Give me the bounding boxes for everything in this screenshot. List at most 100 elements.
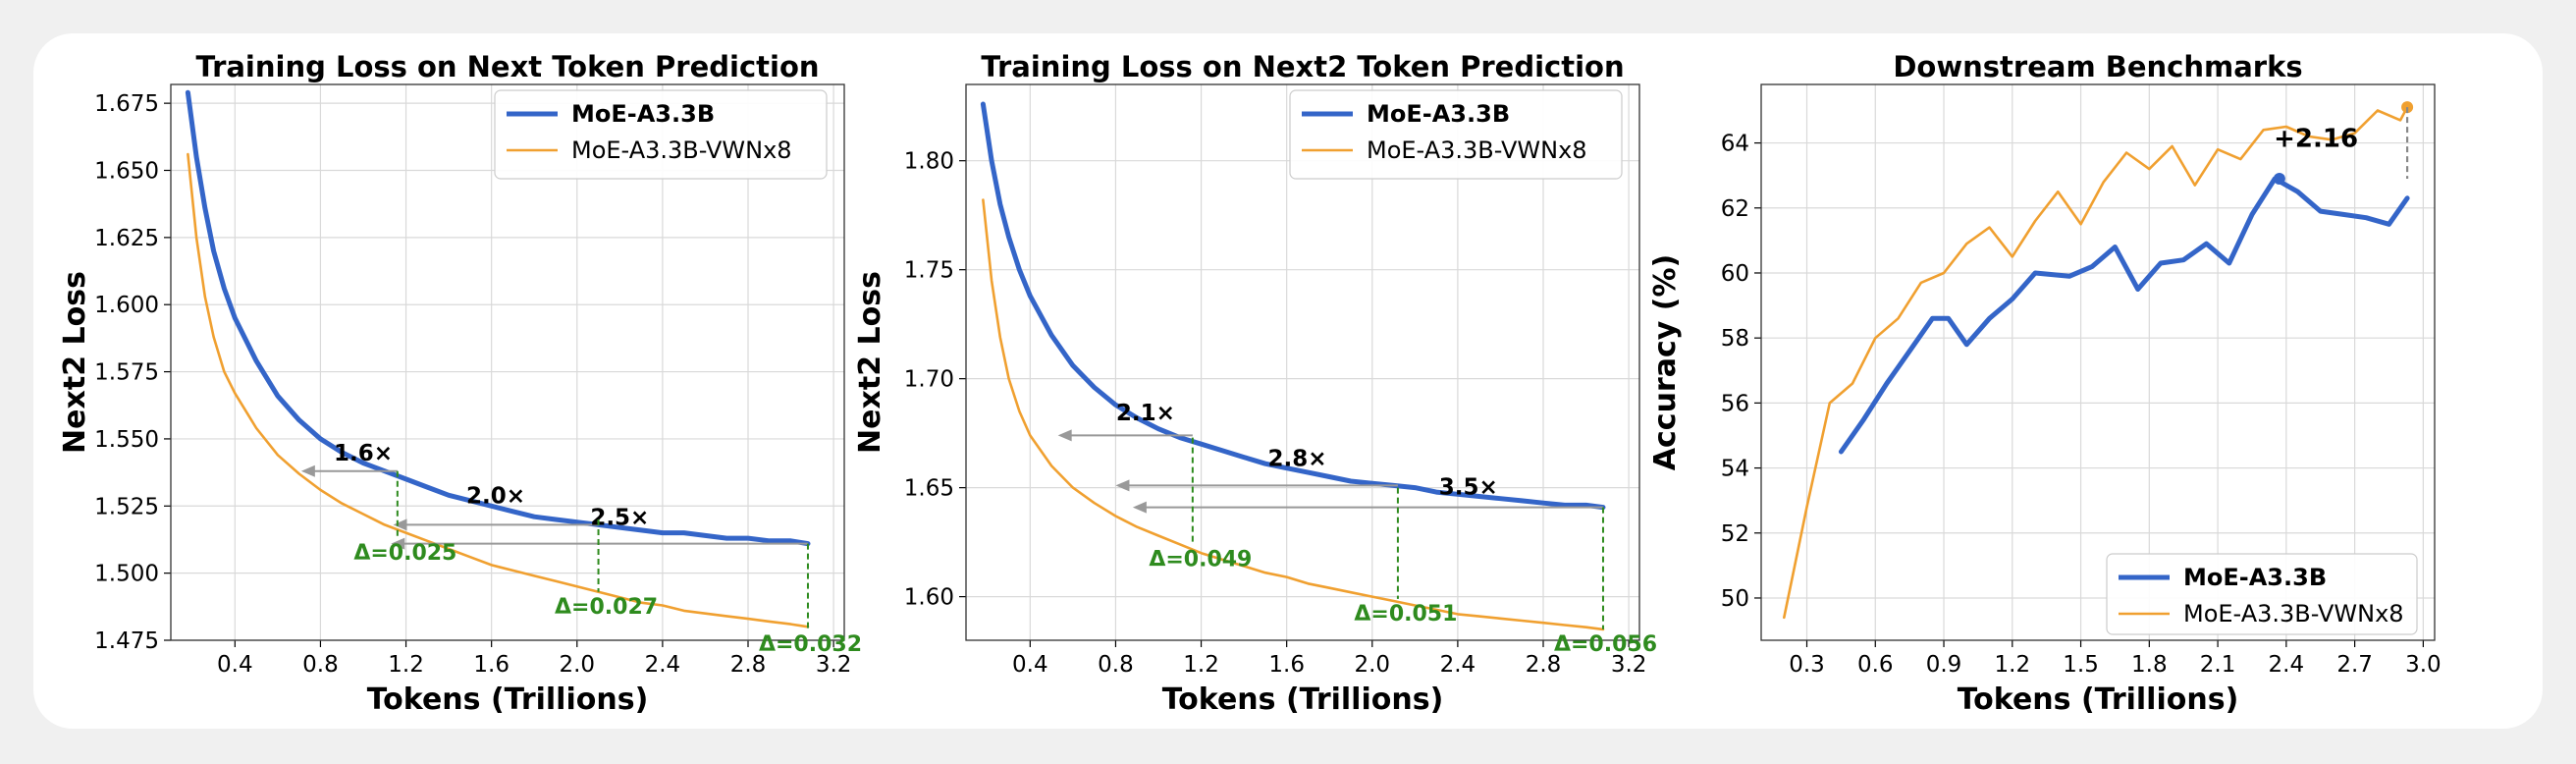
y-tick-label: 1.650 — [94, 158, 159, 184]
y-tick-label: 64 — [1721, 132, 1749, 157]
x-tick-label: 2.8 — [730, 652, 767, 678]
arrowhead — [1115, 479, 1130, 492]
x-tick-label: 2.1 — [2200, 652, 2236, 678]
series-line-moe-a3-3b — [1838, 176, 2410, 455]
y-tick-label: 1.60 — [904, 585, 954, 611]
y-tick-label: 1.550 — [94, 427, 159, 453]
delta-label: Δ=0.056 — [1554, 632, 1657, 657]
x-axis-label: Tokens (Trillions) — [1958, 682, 2239, 717]
y-tick-label: 1.600 — [94, 293, 159, 318]
speedup-label: 2.1× — [1116, 401, 1175, 426]
y-tick-label: 1.625 — [94, 226, 159, 251]
x-tick-label: 2.0 — [559, 652, 595, 678]
y-tick-label: 1.75 — [904, 258, 954, 284]
chart-panel-3: 0.3 0.6 0.9 1.2 1.5 1.8 2.1 2.4 2.7 3.0 50 52 54 56 58… — [1648, 50, 2442, 717]
arrowhead — [1057, 429, 1072, 442]
legend: MoE-A3.3B MoE-A3.3B-VWNx8 — [2106, 553, 2418, 635]
chart-panel-1: 0.4 0.8 1.2 1.6 2.0 2.4 2.8 3.2 1.475 1.500 1.525 1… — [58, 50, 862, 717]
gain-label: +2.16 — [2274, 125, 2358, 154]
y-tick-label: 52 — [1721, 521, 1749, 547]
legend-entry: MoE-A3.3B-VWNx8 — [571, 136, 792, 164]
y-axis-label: Next2 Loss — [853, 271, 887, 454]
series-line-moe-a3-3b-vwnx8 — [187, 152, 810, 628]
x-tick-label: 3.0 — [2405, 652, 2442, 678]
delta-label: Δ=0.051 — [1354, 602, 1457, 627]
speedup-label: 1.6× — [334, 441, 393, 466]
series-line-moe-a3-3b-vwnx8 — [1783, 105, 2409, 620]
speedup-label: 2.5× — [590, 505, 649, 530]
x-tick-label: 1.2 — [1183, 652, 1219, 678]
y-tick-label: 1.525 — [94, 494, 159, 519]
x-tick-label: 0.6 — [1857, 652, 1894, 678]
highlight-point — [2273, 172, 2285, 185]
x-axis-label: Tokens (Trillions) — [367, 682, 649, 717]
speedup-label: 3.5× — [1439, 474, 1498, 500]
x-tick-label: 2.4 — [645, 652, 681, 678]
legend-entry: MoE-A3.3B — [2183, 564, 2327, 591]
legend-box — [2106, 553, 2418, 635]
legend-entry: MoE-A3.3B-VWNx8 — [1367, 136, 1587, 164]
delta-label: Δ=0.049 — [1149, 547, 1252, 572]
x-tick-label: 0.3 — [1789, 652, 1825, 678]
y-tick-label: 58 — [1721, 326, 1749, 352]
y-axis-label: Next2 Loss — [58, 271, 92, 454]
x-tick-label: 1.8 — [2131, 652, 2168, 678]
legend-entry: MoE-A3.3B — [1367, 100, 1510, 128]
x-tick-label: 0.4 — [1012, 652, 1048, 678]
legend: MoE-A3.3B MoE-A3.3B-VWNx8 — [1289, 89, 1623, 180]
legend-box — [1289, 89, 1623, 180]
x-tick-label: 0.9 — [1926, 652, 1962, 678]
plot-frame — [170, 83, 845, 641]
chart-title: Training Loss on Next2 Token Prediction — [981, 50, 1624, 83]
legend-entry: MoE-A3.3B — [571, 100, 715, 128]
y-tick-label: 1.575 — [94, 360, 159, 386]
y-tick-label: 1.500 — [94, 562, 159, 587]
legend-entry: MoE-A3.3B-VWNx8 — [2183, 600, 2404, 628]
x-tick-label: 3.2 — [1611, 652, 1647, 678]
y-tick-label: 62 — [1721, 196, 1749, 222]
chart-title: Downstream Benchmarks — [1893, 50, 2302, 83]
y-tick-label: 56 — [1721, 391, 1749, 416]
x-tick-label: 0.8 — [302, 652, 339, 678]
y-tick-label: 60 — [1721, 261, 1749, 287]
arrowhead — [1132, 501, 1147, 514]
x-tick-label: 2.4 — [1440, 652, 1476, 678]
x-tick-label: 2.0 — [1354, 652, 1390, 678]
x-tick-label: 2.4 — [2269, 652, 2305, 678]
legend-box — [494, 89, 828, 180]
x-tick-label: 1.2 — [388, 652, 424, 678]
y-tick-label: 1.70 — [904, 367, 954, 393]
series-line-moe-a3-3b — [185, 89, 811, 547]
x-tick-label: 3.2 — [816, 652, 852, 678]
arrowhead — [393, 518, 407, 531]
plot-frame — [1760, 83, 2436, 641]
speedup-label: 2.8× — [1268, 446, 1327, 471]
x-tick-label: 0.8 — [1098, 652, 1134, 678]
y-tick-label: 1.65 — [904, 476, 954, 502]
delta-label: Δ=0.032 — [759, 632, 862, 657]
chart-title: Training Loss on Next Token Prediction — [195, 50, 819, 83]
x-tick-label: 1.5 — [2063, 652, 2099, 678]
x-tick-label: 2.7 — [2336, 652, 2373, 678]
y-axis-label: Accuracy (%) — [1648, 254, 1683, 470]
arrowhead — [300, 464, 315, 477]
y-tick-label: 54 — [1721, 457, 1749, 482]
legend: MoE-A3.3B MoE-A3.3B-VWNx8 — [494, 89, 828, 180]
x-tick-label: 1.6 — [1268, 652, 1305, 678]
y-tick-label: 50 — [1721, 586, 1749, 612]
delta-label: Δ=0.025 — [353, 541, 456, 566]
arrowhead — [391, 537, 405, 550]
y-tick-label: 1.675 — [94, 91, 159, 117]
x-tick-label: 1.2 — [1995, 652, 2031, 678]
plot-frame — [965, 83, 1640, 641]
x-tick-label: 1.6 — [473, 652, 510, 678]
charts-figure: 0.4 0.8 1.2 1.6 2.0 2.4 2.8 3.2 1.475 1.500 1.525 1… — [58, 50, 2442, 717]
figure-card: 0.4 0.8 1.2 1.6 2.0 2.4 2.8 3.2 1.475 1.500 1.525 1… — [33, 33, 2543, 729]
x-axis-label: Tokens (Trillions) — [1162, 682, 1444, 717]
chart-panel-2: 0.4 0.8 1.2 1.6 2.0 2.4 2.8 3.2 1.60 1.65 1.70 1.75… — [853, 50, 1657, 717]
series-line-moe-a3-3b — [980, 101, 1606, 511]
y-tick-label: 1.475 — [94, 628, 159, 654]
series-line-moe-a3-3b-vwnx8 — [982, 198, 1605, 631]
delta-label: Δ=0.027 — [555, 595, 658, 620]
speedup-label: 2.0× — [466, 484, 525, 510]
